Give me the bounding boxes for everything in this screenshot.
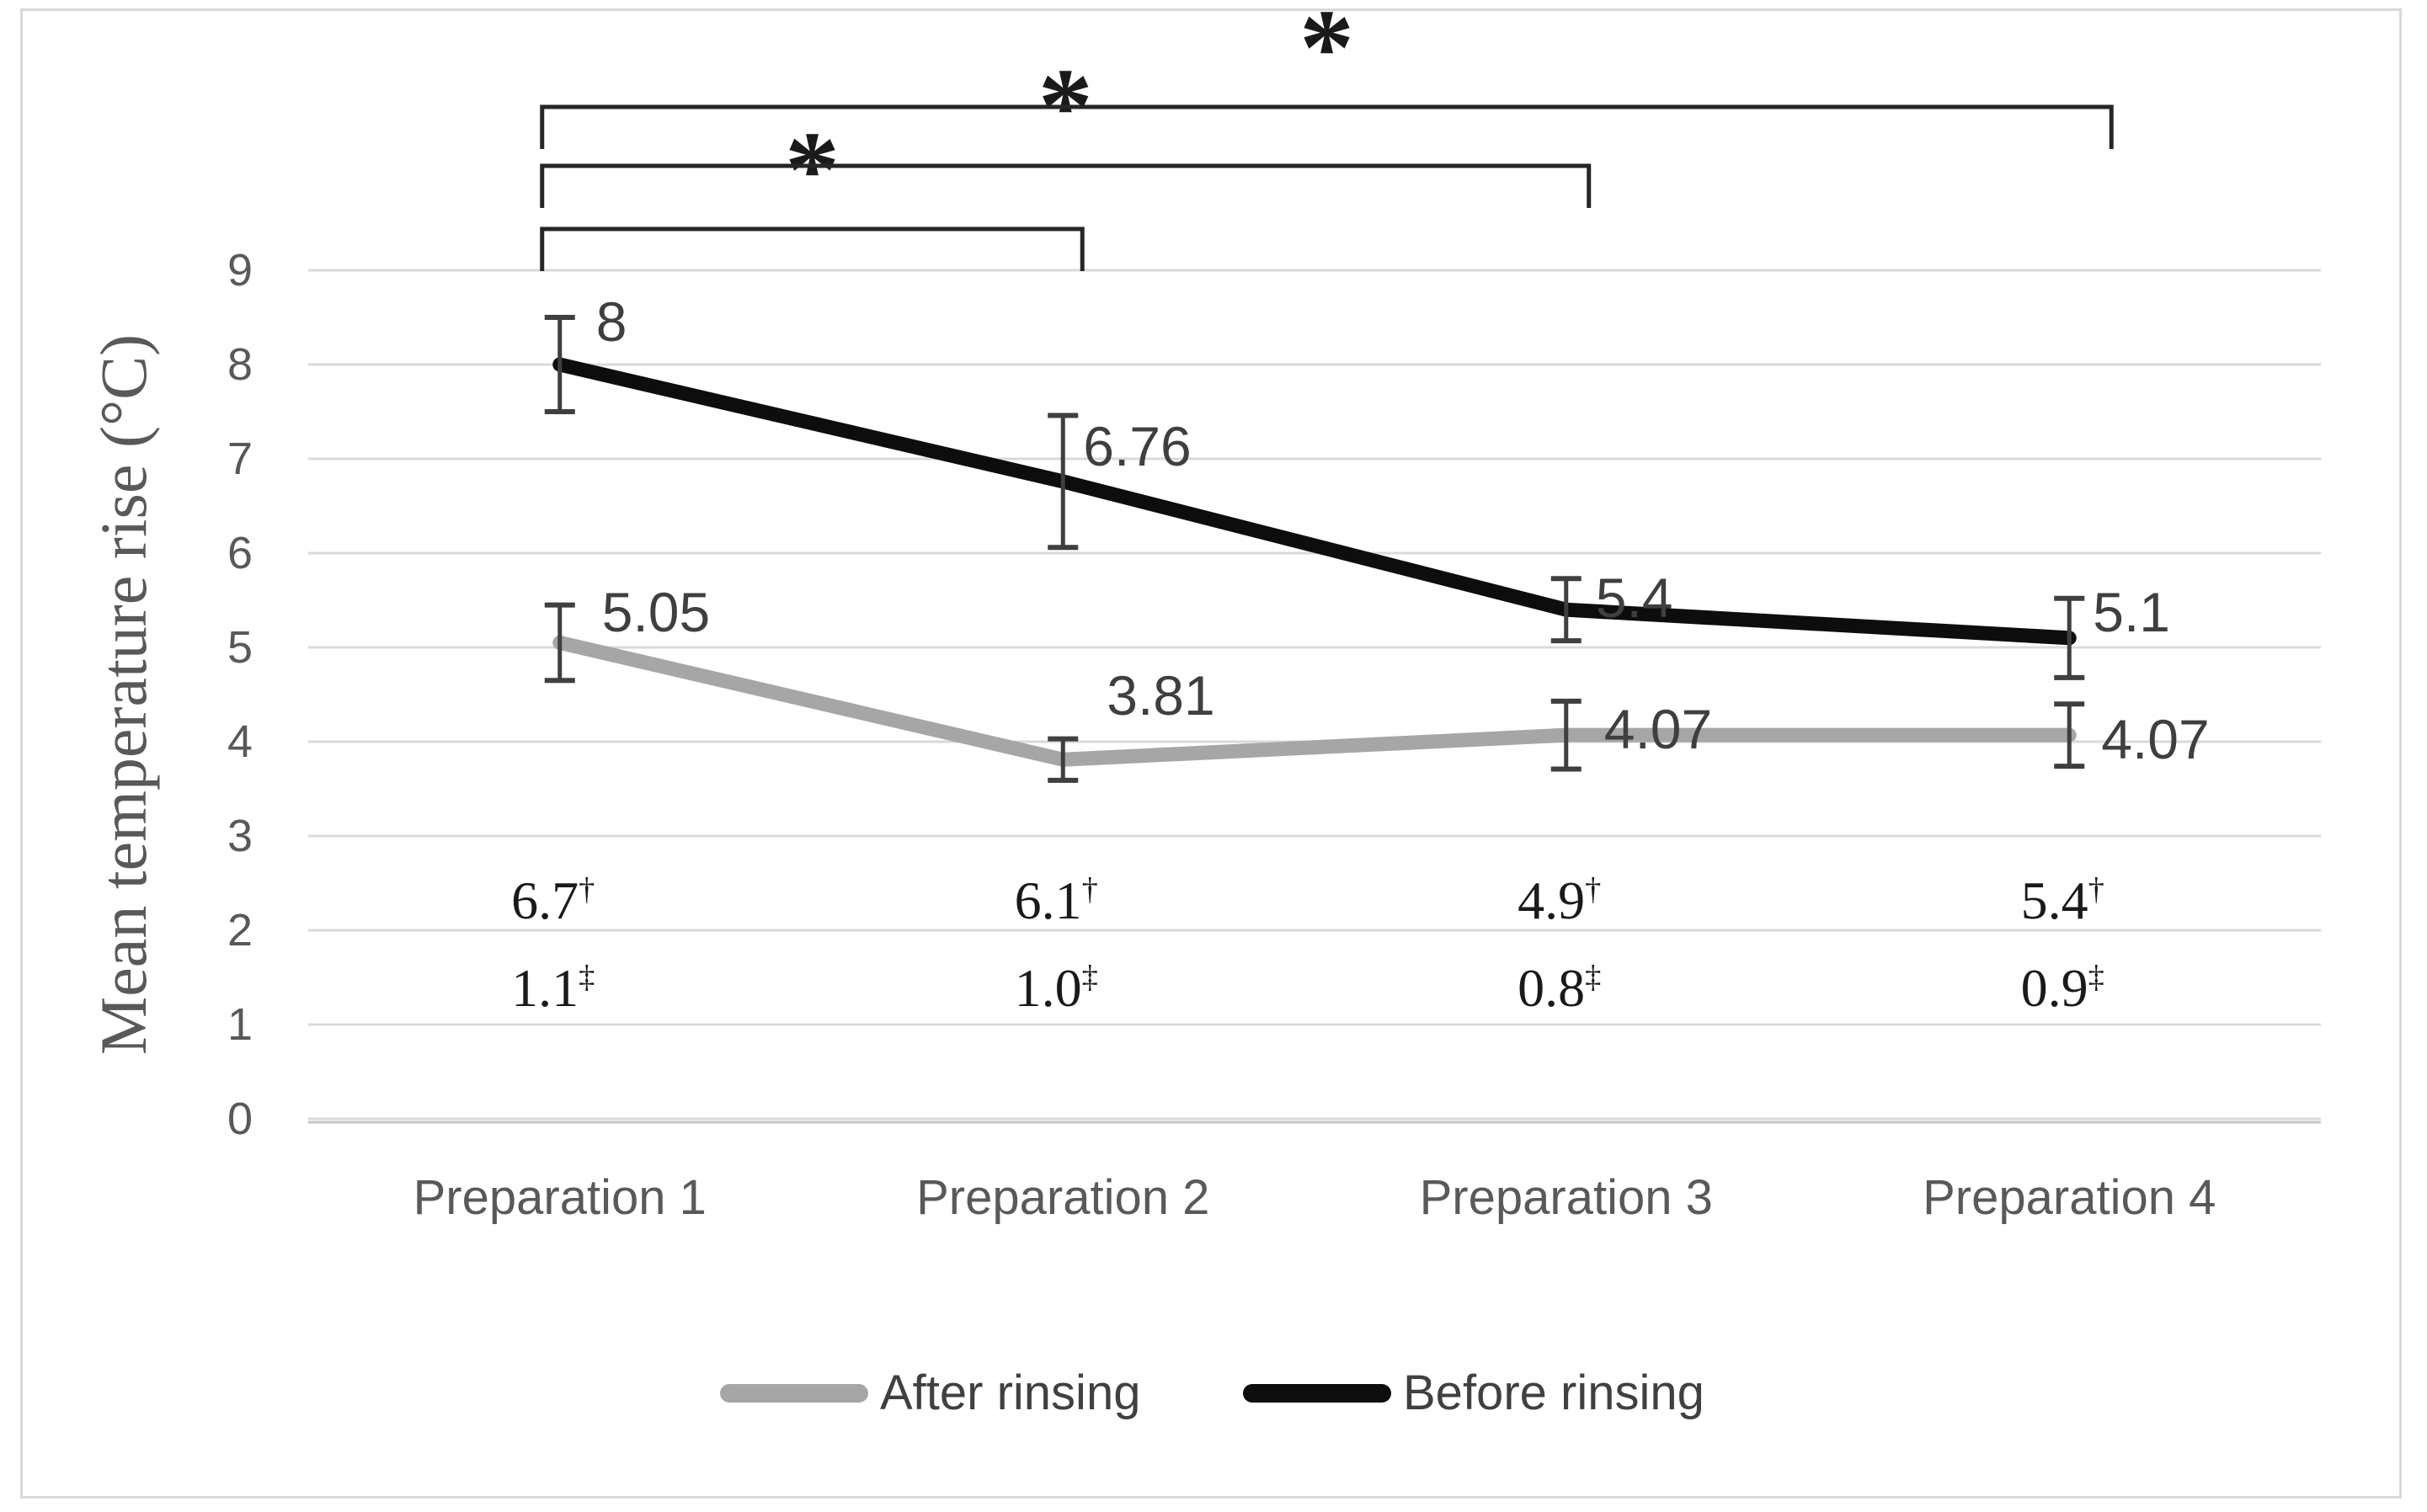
data-label-after-rinsing: 4.07	[2101, 708, 2210, 771]
x-category-label: Preparation 2	[916, 1170, 1210, 1225]
y-tick-label: 1	[227, 999, 253, 1050]
annotation-value: 1.0	[1014, 958, 1082, 1018]
y-tick-label: 0	[227, 1094, 253, 1144]
series-line-before-rinsing	[552, 357, 2077, 646]
y-tick-label: 6	[227, 528, 253, 578]
annotation-double-dagger: 1.1‡	[334, 951, 772, 1025]
x-category-label: Preparation 1	[413, 1170, 707, 1225]
y-tick-label: 8	[227, 339, 253, 390]
double-dagger-symbol: ‡	[1585, 959, 1602, 995]
annotation-value: 5.4	[2020, 870, 2088, 930]
annotation-value: 6.7	[511, 870, 579, 930]
x-category-label: Preparation 3	[1419, 1170, 1713, 1225]
y-tick-label: 4	[227, 716, 253, 767]
annotation-value: 1.1	[511, 958, 579, 1018]
y-tick-label: 3	[227, 811, 253, 861]
y-tick-label: 9	[227, 245, 253, 295]
annotation-dagger: 6.7†	[334, 864, 772, 938]
chart-border	[20, 8, 2402, 1499]
annotation-dagger: 6.1†	[837, 864, 1275, 938]
annotation-dagger: 4.9†	[1341, 864, 1779, 938]
legend-label-before-rinsing: Before rinsing	[1403, 1366, 1704, 1420]
y-tick-label: 7	[227, 434, 253, 484]
double-dagger-symbol: ‡	[1081, 959, 1098, 995]
legend-swatch-after-rinsing	[720, 1384, 868, 1403]
data-label-before-rinsing: 8	[595, 290, 627, 353]
data-label-before-rinsing: 5.4	[1595, 567, 1673, 630]
annotation-value: 0.9	[2020, 958, 2088, 1018]
significance-bracket	[540, 226, 1085, 271]
y-tick-label: 5	[227, 622, 253, 673]
data-label-after-rinsing: 3.81	[1107, 663, 1215, 727]
annotation-value: 0.8	[1518, 958, 1586, 1018]
y-tick-label: 2	[227, 905, 253, 956]
significance-star: *	[1299, 0, 1354, 109]
annotation-value: 6.1	[1014, 870, 1082, 930]
annotation-dagger: 5.4†	[1843, 864, 2281, 938]
double-dagger-symbol: ‡	[579, 959, 595, 995]
x-category-label: Preparation 4	[1923, 1170, 2216, 1225]
significance-star: *	[785, 109, 840, 231]
annotation-double-dagger: 0.8‡	[1341, 951, 1779, 1025]
data-label-after-rinsing: 5.05	[601, 580, 711, 643]
dagger-symbol: †	[579, 871, 595, 908]
significance-bracket	[540, 163, 1592, 208]
data-label-before-rinsing: 6.76	[1083, 415, 1192, 478]
double-dagger-symbol: ‡	[2088, 959, 2104, 995]
data-label-after-rinsing: 4.07	[1603, 697, 1713, 760]
significance-bracket	[540, 104, 2114, 149]
series-line-after-rinsing	[552, 635, 2077, 767]
dagger-symbol: †	[2088, 871, 2104, 908]
legend-swatch-before-rinsing	[1243, 1384, 1391, 1403]
legend-label-after-rinsing: After rinsing	[880, 1366, 1141, 1420]
annotation-double-dagger: 0.9‡	[1843, 951, 2281, 1025]
data-label-before-rinsing: 5.1	[2093, 580, 2170, 643]
dagger-symbol: †	[1081, 871, 1098, 908]
annotation-double-dagger: 1.0‡	[837, 951, 1275, 1025]
annotation-value: 4.9	[1518, 870, 1586, 930]
dagger-symbol: †	[1585, 871, 1602, 908]
